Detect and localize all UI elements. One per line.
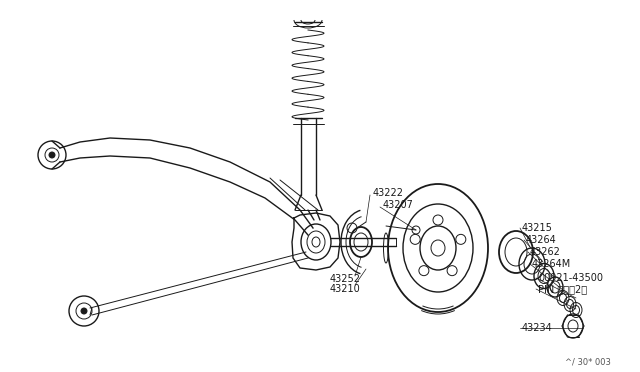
Text: 43252: 43252 — [330, 274, 361, 284]
Text: 43264M: 43264M — [532, 259, 572, 269]
Text: 00921-43500: 00921-43500 — [538, 273, 603, 283]
Circle shape — [81, 308, 87, 314]
Text: PIN ビン（2）: PIN ビン（2） — [538, 284, 587, 294]
Text: 43222: 43222 — [373, 188, 404, 198]
Text: 43210: 43210 — [330, 284, 361, 294]
Text: 43262: 43262 — [530, 247, 561, 257]
Circle shape — [49, 152, 55, 158]
Text: 43207: 43207 — [383, 200, 414, 210]
Text: ^/ 30* 003: ^/ 30* 003 — [565, 357, 611, 366]
Text: 43215: 43215 — [522, 223, 553, 233]
Text: 43234: 43234 — [522, 323, 553, 333]
Text: 43264: 43264 — [526, 235, 557, 245]
